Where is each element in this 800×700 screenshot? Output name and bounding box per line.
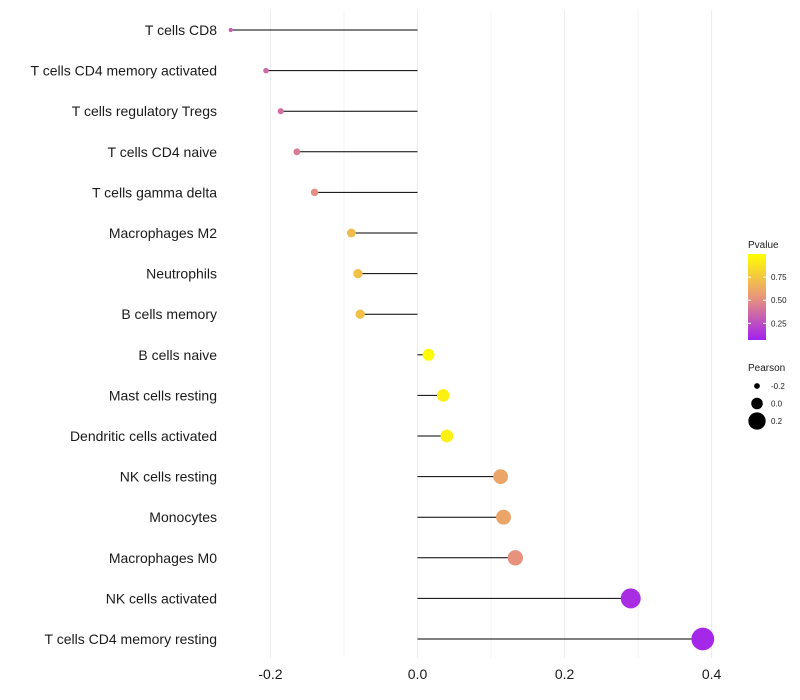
lollipop-point	[422, 348, 435, 361]
category-labels: T cells CD8 T cells CD4 memory activated T…	[31, 22, 218, 647]
lollipop-point	[507, 550, 523, 566]
lollipop-point	[493, 469, 508, 485]
colorbar-tick-label: 0.25	[771, 319, 787, 328]
pearson-legend-title: Pearson	[748, 363, 785, 374]
lollipop-point	[620, 588, 641, 609]
lollipop-stems	[230, 29, 703, 640]
lollipop-point	[353, 269, 363, 279]
lollipop-point	[293, 148, 301, 156]
pearson-legend-point	[754, 383, 760, 389]
category-label: Monocytes	[149, 509, 217, 525]
category-label: T cells regulatory Tregs	[72, 103, 217, 119]
category-label: T cells CD4 naive	[108, 144, 218, 160]
lollipop-points	[228, 27, 715, 651]
x-tick-label: 0.2	[555, 666, 575, 682]
lollipop-point	[691, 627, 715, 651]
grid-lines	[269, 10, 713, 658]
category-label: Macrophages M2	[109, 225, 217, 241]
category-label: T cells CD4 memory activated	[31, 63, 217, 79]
x-axis-tick-labels: -0.2 0.0 0.2 0.4	[258, 666, 721, 682]
x-tick-label: 0.0	[408, 666, 428, 682]
category-label: B cells memory	[121, 306, 217, 322]
category-label: Dendritic cells activated	[70, 428, 217, 444]
colorbar-tick-label: 0.75	[771, 273, 787, 282]
x-tick-label: 0.4	[702, 666, 722, 682]
category-label: NK cells activated	[106, 590, 217, 606]
pearson-legend-label: 0.0	[771, 400, 783, 409]
lollipop-point	[440, 429, 454, 443]
category-label: T cells gamma delta	[92, 184, 217, 200]
lollipop-point	[355, 309, 365, 319]
category-label: Neutrophils	[146, 266, 217, 282]
pearson-legend-label: 0.2	[771, 417, 783, 426]
pearson-legend-items: -0.2 0.0 0.2	[748, 382, 785, 430]
lollipop-point	[263, 67, 269, 74]
lollipop-point	[346, 228, 356, 238]
x-tick-label: -0.2	[258, 666, 282, 682]
pearson-legend: Pearson -0.2 0.0 0.2	[748, 363, 785, 430]
pvalue-colorbar-ticks: 0.25 0.50 0.75	[748, 273, 787, 328]
lollipop-point	[228, 27, 233, 33]
category-label: T cells CD8	[145, 22, 217, 38]
colorbar-tick-label: 0.50	[771, 296, 787, 305]
lollipop-point	[277, 108, 284, 115]
lollipop-point	[436, 389, 450, 402]
lollipop-point	[496, 509, 511, 525]
pearson-legend-label: -0.2	[771, 382, 785, 391]
category-label: Macrophages M0	[109, 550, 217, 566]
category-label: B cells naive	[138, 347, 217, 363]
pvalue-colorbar	[748, 254, 766, 340]
category-label: NK cells resting	[120, 469, 217, 485]
pearson-legend-point	[751, 397, 763, 410]
pvalue-legend: Pvalue 0.25 0.50 0.75	[748, 240, 787, 340]
pvalue-legend-title: Pvalue	[748, 240, 779, 251]
category-label: Mast cells resting	[109, 387, 217, 403]
category-label: T cells CD4 memory resting	[45, 631, 217, 647]
pearson-legend-point	[748, 412, 766, 430]
lollipop-point	[310, 188, 319, 197]
